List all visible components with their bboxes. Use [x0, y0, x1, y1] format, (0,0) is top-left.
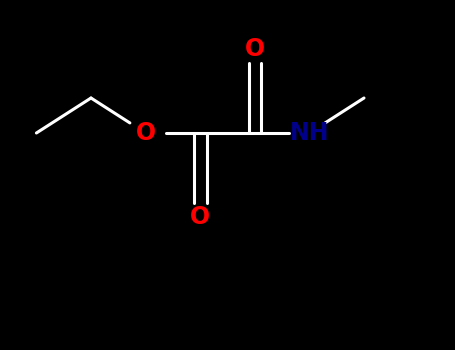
- Text: NH: NH: [290, 121, 329, 145]
- Text: O: O: [190, 205, 210, 229]
- Text: O: O: [136, 121, 156, 145]
- Text: O: O: [245, 37, 265, 61]
